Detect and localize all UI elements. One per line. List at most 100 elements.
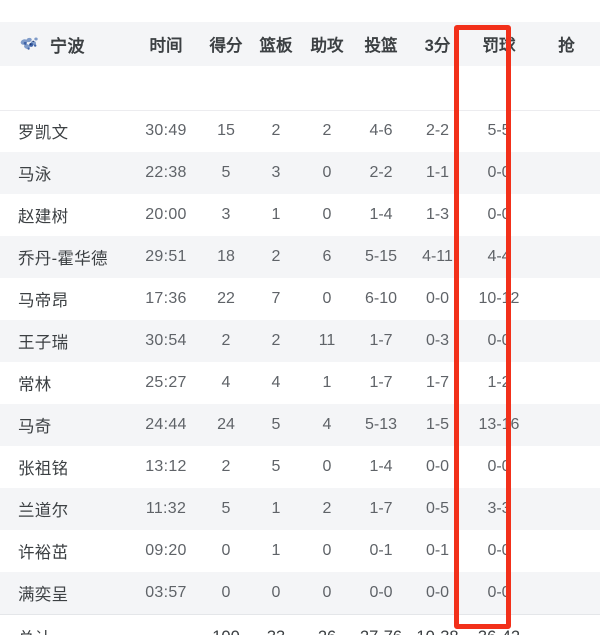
minutes-cell: 09:20 xyxy=(145,542,187,559)
fieldgoals-cell: 1-4 xyxy=(369,206,393,223)
table-header: 宁波 时间 得分 篮板 助攻 投篮 3分 罚球 抢 xyxy=(0,22,600,111)
assists-cell: 6 xyxy=(322,248,332,265)
steals-cell xyxy=(533,362,600,404)
rebounds-cell: 1 xyxy=(271,500,281,517)
threepoint-cell: 0-5 xyxy=(425,500,450,517)
minutes-cell: 24:44 xyxy=(145,416,187,433)
threepoint-cell: 0-3 xyxy=(425,332,450,349)
rebounds-cell: 1 xyxy=(271,206,281,223)
minutes-cell: 20:00 xyxy=(145,206,187,223)
rebounds-cell: 2 xyxy=(271,122,281,140)
rebounds-cell: 2 xyxy=(271,332,281,349)
points-cell: 24 xyxy=(217,416,235,433)
steals-cell xyxy=(533,320,600,362)
freethrows-cell: 5-5 xyxy=(487,122,511,140)
box-score-table: 宁波 时间 得分 篮板 助攻 投篮 3分 罚球 抢 罗凯文 30:49 15 2 2 4-… xyxy=(0,22,600,635)
table-row[interactable]: 马帝昂 17:36 22 7 0 6-10 0-0 10-12 xyxy=(0,278,600,320)
assists-cell: 0 xyxy=(322,164,332,181)
table-header-row: 宁波 时间 得分 篮板 助攻 投篮 3分 罚球 抢 xyxy=(0,22,600,66)
freethrows-cell: 0-0 xyxy=(487,583,511,601)
rebounds-cell: 5 xyxy=(271,416,281,433)
rebounds-cell: 4 xyxy=(271,374,281,391)
player-name-cell: 兰道尔 xyxy=(18,502,69,520)
assists-cell: 2 xyxy=(322,122,332,140)
fieldgoals-cell: 5-15 xyxy=(364,248,398,265)
table-row[interactable]: 张祖铭 13:12 2 5 0 1-4 0-0 0-0 xyxy=(0,446,600,488)
player-name-cell: 常林 xyxy=(18,376,52,394)
steals-cell xyxy=(533,278,600,320)
threepoint-cell: 10-38 xyxy=(410,614,465,635)
threepoint-cell: 0-0 xyxy=(425,583,450,601)
rebounds-cell: 7 xyxy=(271,290,281,307)
rebounds-cell: 0 xyxy=(271,583,281,601)
player-name-cell: 乔丹-霍华德 xyxy=(18,250,108,268)
freethrows-cell: 0-0 xyxy=(487,164,511,181)
fieldgoals-cell: 2-2 xyxy=(369,164,393,181)
rebounds-cell: 1 xyxy=(271,542,281,559)
minutes-cell: 17:36 xyxy=(145,290,187,307)
minutes-cell: 03:57 xyxy=(145,583,187,601)
table-row[interactable]: 许裕茁 09:20 0 1 0 0-1 0-1 0-0 xyxy=(0,530,600,572)
freethrows-cell: 0-0 xyxy=(487,458,511,475)
rebounds-cell: 2 xyxy=(271,248,281,265)
fieldgoals-cell: 4-6 xyxy=(369,122,393,140)
column-header-assists[interactable]: 助攻 xyxy=(310,37,344,55)
assists-cell: 0 xyxy=(322,290,332,307)
minutes-cell: 29:51 xyxy=(145,248,187,265)
table-row[interactable]: 乔丹-霍华德 29:51 18 2 6 5-15 4-11 4-4 xyxy=(0,236,600,278)
fieldgoals-cell: 1-4 xyxy=(369,458,393,475)
player-name-cell: 马泳 xyxy=(18,166,52,184)
column-header-freethrows[interactable]: 罚球 xyxy=(482,37,516,55)
freethrows-cell: 1-2 xyxy=(487,374,511,391)
points-cell: 2 xyxy=(221,458,231,475)
fieldgoals-cell: 1-7 xyxy=(369,374,393,391)
column-header-rebounds[interactable]: 篮板 xyxy=(259,37,293,55)
threepoint-cell: 0-1 xyxy=(425,542,450,559)
freethrows-cell: 0-0 xyxy=(487,206,511,223)
table-row[interactable]: 王子瑞 30:54 2 2 11 1-7 0-3 0-0 xyxy=(0,320,600,362)
points-cell: 0 xyxy=(221,583,231,601)
column-header-team[interactable]: 宁波 xyxy=(0,22,130,66)
table-row[interactable]: 马奇 24:44 24 5 4 5-13 1-5 13-16 xyxy=(0,404,600,446)
table-row[interactable]: 罗凯文 30:49 15 2 2 4-6 2-2 5-5 xyxy=(0,110,600,152)
freethrows-cell: 13-16 xyxy=(478,416,520,433)
table-row[interactable]: 马泳 22:38 5 3 0 2-2 1-1 0-0 xyxy=(0,152,600,194)
team-name-label: 宁波 xyxy=(50,36,85,56)
column-header-points[interactable]: 得分 xyxy=(209,37,243,55)
steals-cell xyxy=(533,110,600,152)
steals-cell xyxy=(533,404,600,446)
steals-cell xyxy=(533,194,600,236)
points-cell: 2 xyxy=(221,332,231,349)
table-row[interactable]: 常林 25:27 4 4 1 1-7 1-7 1-2 xyxy=(0,362,600,404)
rebounds-cell: 3 xyxy=(271,164,281,181)
table-row[interactable]: 兰道尔 11:32 5 1 2 1-7 0-5 3-3 xyxy=(0,488,600,530)
assists-cell: 4 xyxy=(322,416,332,433)
player-name-cell: 许裕茁 xyxy=(18,544,69,562)
points-cell: 5 xyxy=(221,500,231,517)
minutes-cell: 30:49 xyxy=(145,122,187,140)
freethrows-cell: 0-0 xyxy=(487,542,511,559)
column-header-minutes[interactable]: 时间 xyxy=(149,37,183,55)
player-name-cell: 王子瑞 xyxy=(18,334,69,352)
header-divider xyxy=(0,66,600,111)
table-row[interactable]: 赵建树 20:00 3 1 0 1-4 1-3 0-0 xyxy=(0,194,600,236)
points-cell: 4 xyxy=(221,374,231,391)
column-header-fieldgoals[interactable]: 投篮 xyxy=(364,37,398,55)
steals-cell xyxy=(533,236,600,278)
column-header-steals[interactable]: 抢 xyxy=(558,37,575,55)
column-header-threepoint[interactable]: 3分 xyxy=(424,37,451,55)
rebounds-cell: 33 xyxy=(250,614,302,635)
fieldgoals-cell: 6-10 xyxy=(364,290,398,307)
points-cell: 22 xyxy=(217,290,235,307)
player-name-cell: 总计 xyxy=(0,614,130,635)
points-cell: 100 xyxy=(202,614,250,635)
fieldgoals-cell: 5-13 xyxy=(364,416,398,433)
freethrows-cell: 10-12 xyxy=(478,290,520,307)
table-row[interactable]: 满奕呈 03:57 0 0 0 0-0 0-0 0-0 xyxy=(0,572,600,614)
assists-cell: 1 xyxy=(322,374,332,391)
threepoint-cell: 1-7 xyxy=(425,374,450,391)
minutes-cell: 25:27 xyxy=(145,374,187,391)
steals-cell xyxy=(533,572,600,614)
freethrows-cell: 0-0 xyxy=(487,332,511,349)
